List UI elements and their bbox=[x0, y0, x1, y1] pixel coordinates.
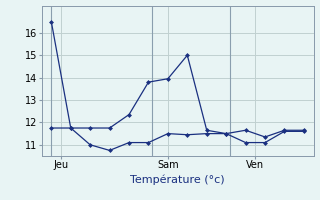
X-axis label: Température (°c): Température (°c) bbox=[130, 174, 225, 185]
